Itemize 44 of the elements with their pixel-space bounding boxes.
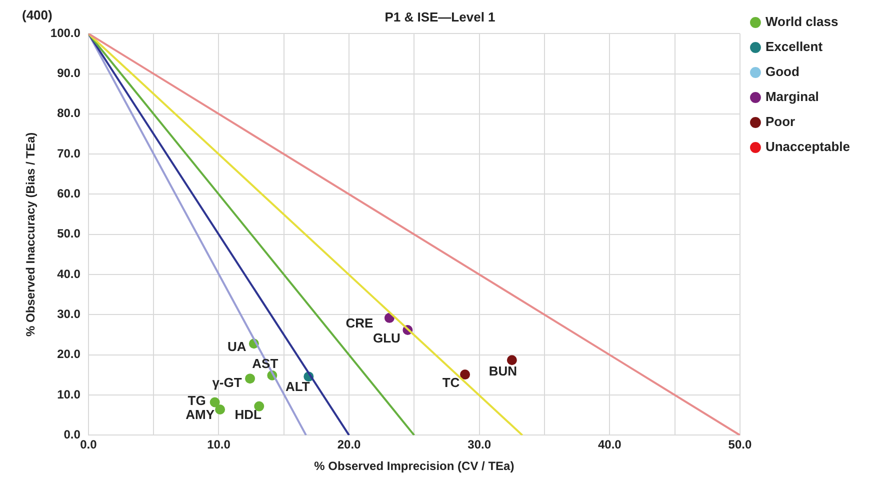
x-tick-label: 0.0 bbox=[80, 438, 98, 452]
annotation: GLU bbox=[372, 330, 400, 346]
point bbox=[215, 404, 226, 414]
legend-label: Marginal bbox=[765, 89, 819, 104]
annotation: γ-GT bbox=[212, 375, 242, 390]
point bbox=[506, 355, 517, 366]
y-tick-label: 40.0 bbox=[57, 266, 81, 281]
x-axis-title: % Observed Imprecision (CV / TEa) bbox=[314, 459, 514, 474]
x-tick-label: 10.0 bbox=[207, 438, 231, 452]
y-tick-label: 100.0 bbox=[50, 26, 81, 40]
text: (400) bbox=[22, 8, 52, 23]
x-tick-label: 50.0 bbox=[728, 438, 752, 452]
annotation: TC bbox=[442, 375, 460, 390]
annotation: AMY bbox=[186, 407, 215, 422]
legend-label: Unacceptable bbox=[765, 139, 850, 154]
point bbox=[460, 370, 470, 380]
annotation: BUN bbox=[488, 364, 518, 379]
annotation: TG bbox=[188, 392, 206, 408]
point bbox=[254, 401, 264, 412]
y-tick-label: 50.0 bbox=[57, 226, 81, 241]
x-tick-label: 40.0 bbox=[598, 438, 622, 452]
y-tick-label: 80.0 bbox=[57, 106, 81, 120]
annotation: AST bbox=[252, 356, 278, 371]
annotation: UA bbox=[228, 339, 247, 354]
annotation: HDL bbox=[234, 406, 262, 422]
x-tick-label: 20.0 bbox=[337, 438, 362, 452]
y-axis-title: % Observed Inaccuracy (Bias / TEa) bbox=[24, 132, 38, 336]
y-tick-label: 0.0 bbox=[64, 428, 81, 442]
legend-label: World class bbox=[765, 14, 838, 30]
legend-label: Good bbox=[765, 64, 800, 80]
legend-label: Poor bbox=[765, 114, 796, 130]
legend-label: Excellent bbox=[765, 39, 824, 54]
y-tick-label: 10.0 bbox=[57, 387, 81, 402]
point bbox=[245, 374, 256, 384]
y-tick-label: 60.0 bbox=[57, 186, 81, 201]
annotation: ALT bbox=[285, 379, 310, 394]
x-tick-label: 30.0 bbox=[468, 438, 492, 452]
y-tick-label: 30.0 bbox=[57, 307, 81, 322]
chart-title: P1 & ISE—Level 1 bbox=[384, 9, 496, 24]
y-tick-label: 20.0 bbox=[57, 347, 81, 362]
annotation: CRE bbox=[346, 316, 374, 331]
point bbox=[210, 397, 220, 408]
y-tick-label: 70.0 bbox=[57, 146, 81, 160]
y-tick-label: 90.0 bbox=[57, 66, 81, 80]
